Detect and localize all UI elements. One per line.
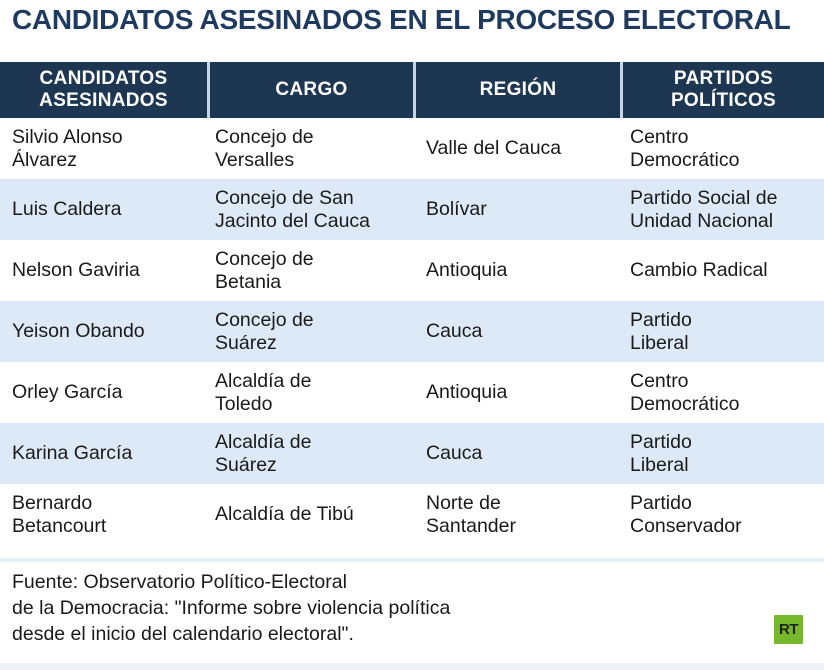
cell-region: Valle del Cauca xyxy=(426,137,562,159)
cell-candidato: Nelson Gaviria xyxy=(12,259,140,281)
candidates-table: CANDIDATOS ASESINADOS CARGO REGIÓN PARTI… xyxy=(0,62,824,545)
cell-cargo: Concejo de Betania xyxy=(215,247,314,293)
column-header-region: REGIÓN xyxy=(413,62,620,118)
cell-cargo: Alcaldía de Toledo xyxy=(215,369,312,415)
table-row: Bernardo Betancourt Alcaldía de Tibú Nor… xyxy=(0,484,824,545)
table-row: Orley García Alcaldía de Toledo Antioqui… xyxy=(0,362,824,423)
cell-candidato: Yeison Obando xyxy=(12,320,145,342)
cell-cargo: Concejo de Versalles xyxy=(215,125,314,171)
cell-candidato: Luis Caldera xyxy=(12,198,122,220)
footer-separator xyxy=(0,558,824,562)
bottom-bar xyxy=(0,663,824,670)
cell-partido: Partido Conservador xyxy=(630,491,742,537)
cell-candidato: Silvio Alonso Álvarez xyxy=(12,125,123,171)
cell-partido: Partido Liberal xyxy=(630,430,692,476)
column-header-partidos: PARTIDOS POLÍTICOS xyxy=(620,62,824,118)
table-row: Nelson Gaviria Concejo de Betania Antioq… xyxy=(0,240,824,301)
cell-candidato: Bernardo Betancourt xyxy=(12,491,107,537)
table-row: Yeison Obando Concejo de Suárez Cauca Pa… xyxy=(0,301,824,362)
cell-candidato: Orley García xyxy=(12,381,123,403)
column-header-candidatos: CANDIDATOS ASESINADOS xyxy=(0,62,207,118)
page-title: CANDIDATOS ASESINADOS EN EL PROCESO ELEC… xyxy=(12,4,791,35)
table-body: Silvio Alonso Álvarez Concejo de Versall… xyxy=(0,118,824,545)
cell-partido: Centro Democrático xyxy=(630,125,740,171)
cell-partido: Cambio Radical xyxy=(630,259,768,281)
cell-region: Cauca xyxy=(426,320,483,342)
cell-candidato: Karina García xyxy=(12,442,133,464)
cell-cargo: Alcaldía de Suárez xyxy=(215,430,312,476)
table-row: Silvio Alonso Álvarez Concejo de Versall… xyxy=(0,118,824,179)
source-note: Fuente: Observatorio Político-Electoral … xyxy=(12,571,451,645)
cell-cargo: Concejo de Suárez xyxy=(215,308,314,354)
cell-region: Antioquia xyxy=(426,381,508,403)
cell-region: Antioquia xyxy=(426,259,508,281)
cell-partido: Centro Democrático xyxy=(630,369,740,415)
cell-partido: Partido Liberal xyxy=(630,308,692,354)
cell-cargo: Alcaldía de Tibú xyxy=(215,503,354,525)
cell-cargo: Concejo de San Jacinto del Cauca xyxy=(215,186,371,232)
table-row: Luis Caldera Concejo de San Jacinto del … xyxy=(0,179,824,240)
rt-logo-label: RT xyxy=(779,621,799,638)
cell-region: Cauca xyxy=(426,442,483,464)
cell-region: Bolívar xyxy=(426,198,487,220)
cell-region: Norte de Santander xyxy=(426,491,516,537)
table-row: Karina García Alcaldía de Suárez Cauca P… xyxy=(0,423,824,484)
rt-logo: RT xyxy=(774,615,803,644)
column-header-cargo: CARGO xyxy=(207,62,413,118)
cell-partido: Partido Social de Unidad Nacional xyxy=(630,186,778,232)
table-header-row: CANDIDATOS ASESINADOS CARGO REGIÓN PARTI… xyxy=(0,62,824,118)
